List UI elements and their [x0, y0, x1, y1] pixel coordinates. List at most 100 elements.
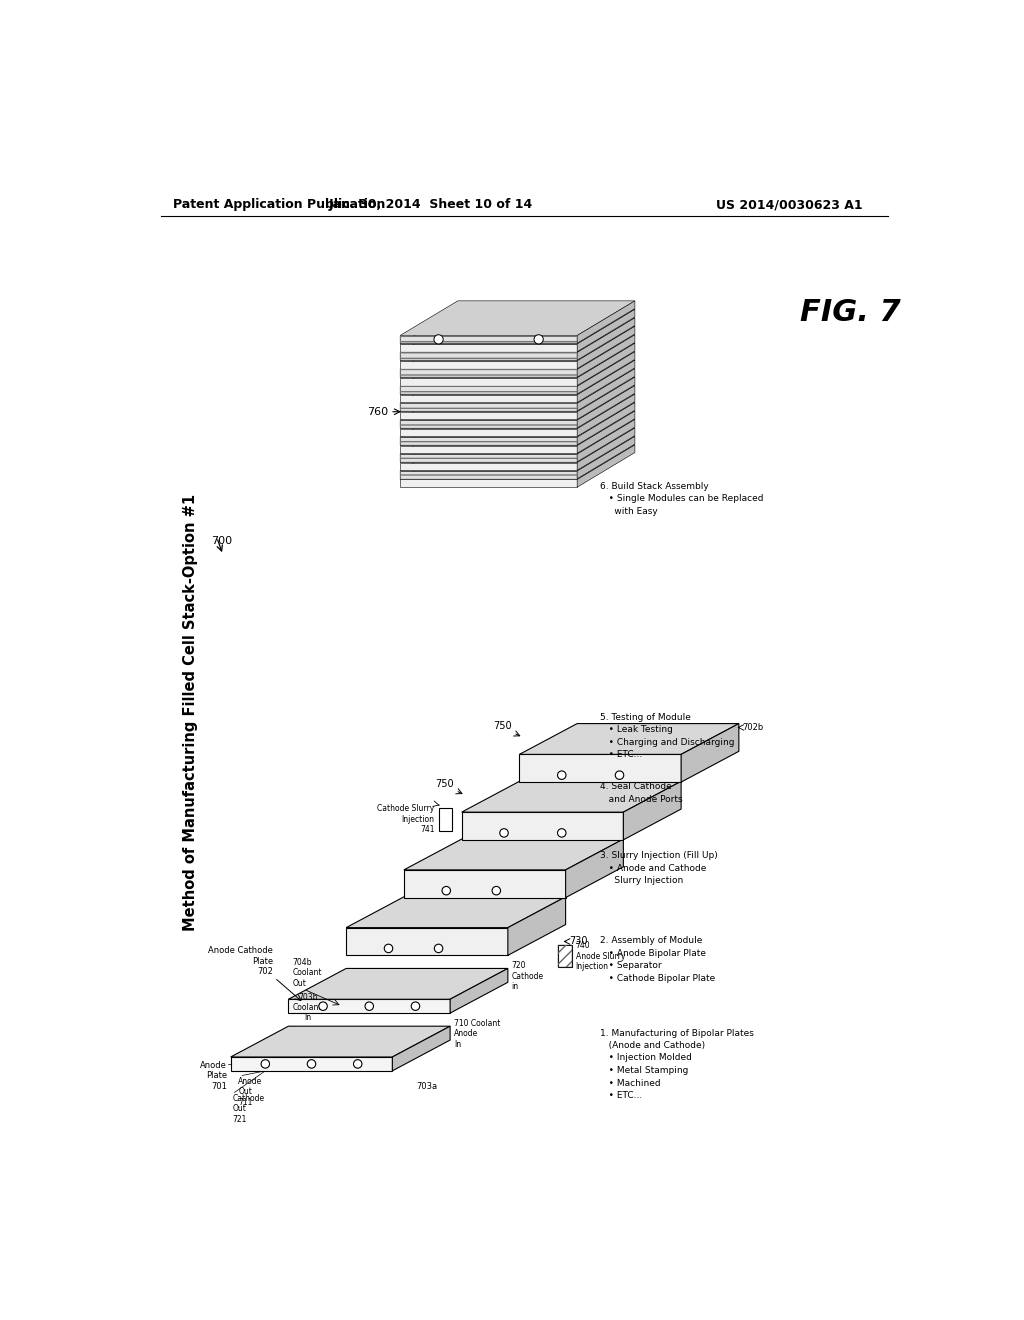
- Polygon shape: [289, 999, 451, 1014]
- Text: 760: 760: [368, 407, 388, 417]
- Polygon shape: [400, 326, 635, 360]
- Text: 703b: 703b: [647, 775, 669, 784]
- Polygon shape: [400, 335, 578, 343]
- Text: 700: 700: [211, 536, 232, 545]
- Polygon shape: [400, 387, 578, 395]
- Text: 6. Build Stack Assembly
   • Single Modules can be Replaced
     with Easy: 6. Build Stack Assembly • Single Modules…: [600, 482, 764, 516]
- Text: Cathode
Out
721: Cathode Out 721: [232, 1094, 264, 1123]
- Circle shape: [557, 771, 566, 779]
- Polygon shape: [462, 781, 681, 812]
- Polygon shape: [578, 445, 635, 487]
- Polygon shape: [400, 318, 635, 352]
- Polygon shape: [578, 326, 635, 368]
- Text: 750: 750: [494, 721, 512, 731]
- Polygon shape: [400, 411, 635, 446]
- Polygon shape: [403, 840, 624, 870]
- Polygon shape: [438, 808, 453, 832]
- Text: Cathode Slurry
Injection
741: Cathode Slurry Injection 741: [378, 804, 435, 834]
- Polygon shape: [346, 896, 565, 928]
- Polygon shape: [400, 335, 635, 370]
- Polygon shape: [230, 1057, 392, 1071]
- Polygon shape: [400, 403, 635, 437]
- Text: Anode
Plate
701: Anode Plate 701: [200, 1061, 226, 1090]
- Text: 740
Anode Slurry
Injection: 740 Anode Slurry Injection: [575, 941, 625, 972]
- Text: Anode
Out
711: Anode Out 711: [239, 1077, 262, 1106]
- Circle shape: [493, 887, 501, 895]
- Circle shape: [412, 1002, 420, 1010]
- Polygon shape: [578, 378, 635, 420]
- Text: 5. Testing of Module
   • Leak Testing
   • Charging and Discharging
   • ETC...: 5. Testing of Module • Leak Testing • Ch…: [600, 713, 735, 759]
- Circle shape: [434, 944, 442, 953]
- Polygon shape: [519, 723, 739, 755]
- Text: Patent Application Publication: Patent Application Publication: [173, 198, 385, 211]
- Polygon shape: [681, 723, 739, 781]
- Text: 710 Coolant
Anode
In: 710 Coolant Anode In: [454, 1019, 501, 1049]
- Polygon shape: [578, 368, 635, 411]
- Polygon shape: [400, 351, 635, 387]
- Text: 2. Assembly of Module
   • Anode Bipolar Plate
   • Separator
   • Cathode Bipol: 2. Assembly of Module • Anode Bipolar Pl…: [600, 936, 716, 982]
- Circle shape: [434, 335, 443, 345]
- Polygon shape: [565, 840, 624, 898]
- Polygon shape: [578, 428, 635, 470]
- Circle shape: [500, 829, 508, 837]
- Text: 4. Seal Cathode
   and Anode Ports: 4. Seal Cathode and Anode Ports: [600, 781, 683, 804]
- Text: 750: 750: [435, 779, 454, 789]
- Polygon shape: [400, 428, 635, 462]
- Text: Anode Cathode
Plate
702: Anode Cathode Plate 702: [208, 946, 273, 977]
- Text: 720
Cathode
in: 720 Cathode in: [512, 961, 544, 991]
- Polygon shape: [289, 969, 508, 999]
- Polygon shape: [400, 395, 578, 403]
- Polygon shape: [400, 420, 635, 454]
- Polygon shape: [578, 360, 635, 403]
- Polygon shape: [400, 454, 578, 462]
- Polygon shape: [400, 360, 635, 395]
- Polygon shape: [451, 969, 508, 1014]
- Polygon shape: [462, 812, 624, 840]
- Circle shape: [442, 887, 451, 895]
- Polygon shape: [578, 395, 635, 437]
- Text: 703a: 703a: [417, 1082, 437, 1092]
- Text: 703b
Coolant
In: 703b Coolant In: [293, 993, 323, 1022]
- Polygon shape: [346, 928, 508, 956]
- Polygon shape: [624, 781, 681, 840]
- Polygon shape: [400, 370, 578, 378]
- Circle shape: [557, 829, 566, 837]
- Polygon shape: [578, 351, 635, 395]
- Polygon shape: [392, 1026, 451, 1071]
- Polygon shape: [400, 360, 578, 368]
- Polygon shape: [578, 385, 635, 428]
- Circle shape: [384, 944, 393, 953]
- Text: Jan. 30, 2014  Sheet 10 of 14: Jan. 30, 2014 Sheet 10 of 14: [329, 198, 532, 211]
- Circle shape: [615, 771, 624, 779]
- Polygon shape: [400, 420, 578, 428]
- Polygon shape: [400, 437, 635, 471]
- Circle shape: [307, 1060, 315, 1068]
- Text: Method of Manufacturing Filled Cell Stack-Option #1: Method of Manufacturing Filled Cell Stac…: [183, 494, 198, 932]
- Polygon shape: [578, 343, 635, 385]
- Polygon shape: [230, 1026, 451, 1057]
- Polygon shape: [519, 755, 681, 781]
- Polygon shape: [558, 945, 571, 966]
- Polygon shape: [400, 301, 635, 335]
- Text: 730: 730: [569, 936, 588, 946]
- Polygon shape: [400, 437, 578, 445]
- Polygon shape: [400, 479, 578, 487]
- Polygon shape: [400, 378, 578, 385]
- Polygon shape: [578, 403, 635, 445]
- Polygon shape: [400, 429, 578, 437]
- Polygon shape: [578, 420, 635, 462]
- Circle shape: [535, 335, 544, 345]
- Text: 704b
Coolant
Out: 704b Coolant Out: [292, 958, 322, 987]
- Polygon shape: [400, 309, 635, 345]
- Polygon shape: [400, 368, 635, 404]
- Polygon shape: [578, 318, 635, 360]
- Polygon shape: [400, 471, 578, 479]
- Circle shape: [365, 1002, 374, 1010]
- Polygon shape: [400, 385, 635, 420]
- Text: FIG. 7: FIG. 7: [800, 298, 901, 327]
- Polygon shape: [400, 412, 578, 420]
- Polygon shape: [400, 446, 578, 453]
- Circle shape: [353, 1060, 361, 1068]
- Polygon shape: [400, 378, 635, 412]
- Circle shape: [318, 1002, 328, 1010]
